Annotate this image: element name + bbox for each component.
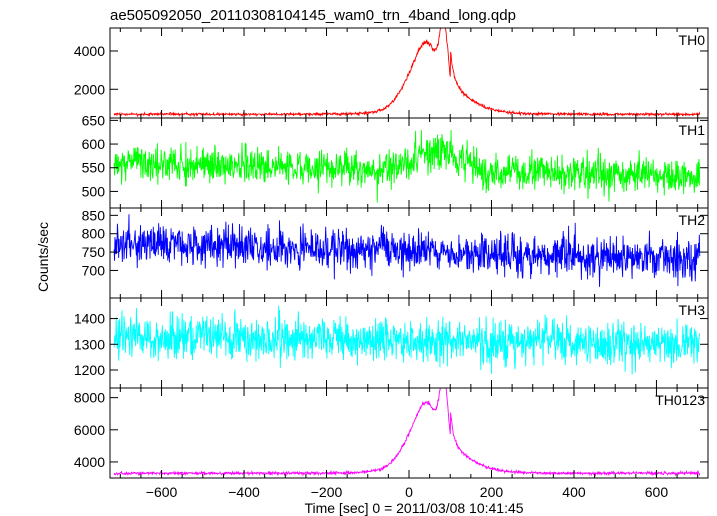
x-axis-label: Time [sec] 0 = 2011/03/08 10:41:45	[304, 500, 523, 516]
y-axis-label: Counts/sec	[35, 222, 51, 292]
chart-title: ae505092050_20110308104145_wam0_trn_4ban…	[110, 7, 516, 24]
panel-th0123: TH0123 4000 6000 8000	[74, 387, 709, 479]
y-tick-label: 4000	[74, 454, 105, 470]
x-tick-label: 600	[645, 484, 669, 500]
y-tick-label: 1200	[74, 362, 105, 378]
x-tick-label: −200	[311, 484, 343, 500]
panel-label: TH2	[679, 212, 706, 228]
x-tick-label: −600	[146, 484, 178, 500]
panel-th3: TH3 1200 1300 1400	[74, 297, 709, 389]
panel-label: TH1	[679, 122, 706, 138]
panel-label: TH0123	[655, 392, 705, 408]
panel-frame	[109, 297, 709, 389]
x-tick-label: −400	[228, 484, 260, 500]
series-line-th2	[113, 214, 701, 287]
panel-th0: TH0 2000 4000	[74, 27, 709, 119]
y-tick-label: 2000	[74, 81, 105, 97]
y-tick-label: 8000	[74, 390, 105, 406]
panel-label: TH3	[679, 302, 706, 318]
y-tick-label: 700	[82, 262, 106, 278]
y-tick-label: 850	[82, 207, 106, 223]
y-tick-label: 1400	[74, 311, 105, 327]
series-line-th3	[113, 305, 701, 375]
y-tick-label: 750	[82, 244, 106, 260]
y-tick-label: 6000	[74, 422, 105, 438]
y-tick-label: 550	[82, 160, 106, 176]
series-line-th1	[113, 130, 701, 203]
x-tick-label: 0	[405, 484, 413, 500]
panel-label: TH0	[679, 32, 706, 48]
series-line-th0	[113, 28, 701, 118]
y-tick-label: 500	[82, 183, 106, 199]
panel-th1: TH1 500 550 600 650	[82, 112, 709, 209]
panel-th2: TH2 700 750 800 850	[82, 207, 709, 299]
y-tick-label: 4000	[74, 43, 105, 59]
y-tick-label: 1300	[74, 336, 105, 352]
y-tick-label: 800	[82, 226, 106, 242]
x-tick-label: 400	[562, 484, 586, 500]
series-line-th0123	[113, 388, 701, 477]
y-tick-label: 600	[82, 136, 106, 152]
y-tick-label: 650	[82, 112, 106, 128]
chart-panels: TH020004000TH1500550600650TH270075080085…	[74, 27, 709, 500]
x-tick-label: 200	[480, 484, 504, 500]
